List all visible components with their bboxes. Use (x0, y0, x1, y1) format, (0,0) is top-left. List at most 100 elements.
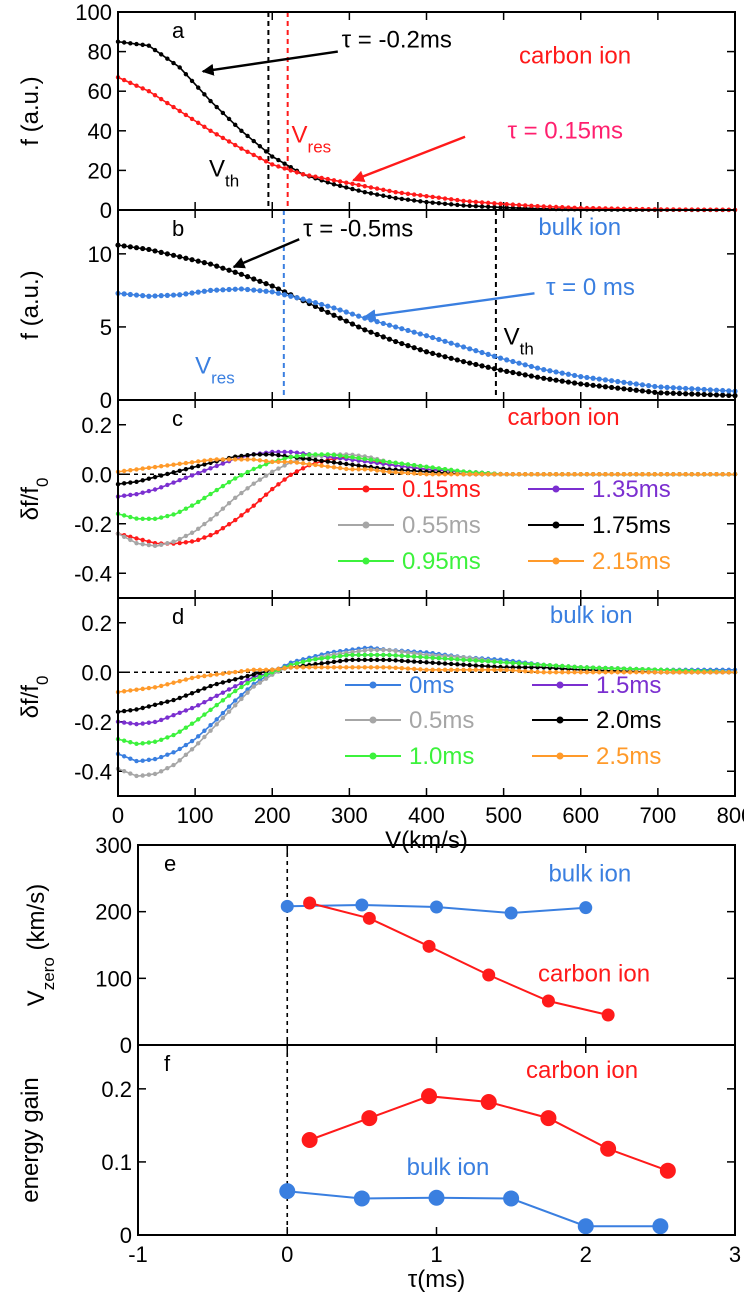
data-point (177, 65, 182, 70)
data-point (405, 654, 411, 659)
data-point (232, 286, 238, 292)
data-point (578, 381, 584, 387)
data-point (603, 670, 608, 675)
data-point (233, 684, 238, 689)
data-point (257, 452, 263, 457)
data-point (189, 503, 195, 508)
data-point (596, 376, 602, 382)
data-point (547, 663, 553, 668)
data-point (319, 306, 325, 312)
data-point (492, 667, 497, 672)
data-point (226, 670, 232, 676)
panel-label: a (172, 18, 185, 43)
data-point (251, 667, 256, 672)
data-point (121, 720, 127, 725)
data-point (171, 750, 176, 755)
data-point (381, 193, 386, 198)
data-point (152, 756, 158, 762)
data-point (288, 168, 293, 173)
data-point (202, 699, 207, 705)
data-point (226, 479, 232, 485)
data-point (634, 670, 639, 675)
data-point (189, 738, 195, 744)
data-point (158, 737, 164, 742)
data-point (405, 327, 411, 334)
data-point (140, 773, 145, 778)
data-point (713, 387, 720, 393)
data-point (121, 689, 127, 694)
data-point (196, 717, 201, 722)
x-axis-label: τ(ms) (408, 1266, 465, 1293)
data-point (121, 708, 127, 714)
data-point (362, 456, 367, 462)
data-point (233, 669, 238, 675)
data-point (460, 344, 467, 350)
data-point (183, 742, 189, 748)
data-point (202, 686, 207, 691)
data-point (627, 472, 633, 477)
data-point (436, 201, 442, 206)
data-point (362, 652, 367, 658)
data-point (196, 463, 201, 469)
data-point (467, 203, 472, 209)
data-point (121, 40, 127, 45)
data-point (276, 164, 281, 169)
data-point (442, 472, 448, 477)
data-point (565, 379, 572, 385)
data-point (165, 513, 170, 519)
legend-marker (556, 752, 564, 760)
data-point (362, 665, 367, 670)
data-point (134, 479, 139, 484)
data-point (165, 699, 170, 704)
data-point (189, 473, 195, 478)
data-point (183, 533, 189, 539)
data-point (251, 452, 256, 457)
data-point (467, 199, 472, 204)
data-point (220, 457, 226, 462)
data-point (239, 128, 244, 133)
data-point (226, 139, 232, 144)
data-point (516, 202, 522, 208)
data-point (177, 695, 182, 701)
data-point (479, 663, 485, 669)
data-point (368, 329, 374, 335)
data-point (134, 41, 139, 47)
y-tick-label: -0.2 (74, 512, 112, 537)
data-point (257, 477, 263, 482)
data-point (424, 660, 429, 665)
data-point (461, 203, 466, 208)
data-point (133, 245, 140, 251)
data-point (387, 647, 392, 653)
data-point (560, 205, 565, 210)
data-point (263, 281, 269, 287)
data-point (140, 42, 145, 48)
series-line (117, 76, 736, 211)
data-point (313, 662, 318, 667)
data-point (202, 734, 207, 740)
annotation: carbon ion (519, 42, 631, 69)
data-point (282, 459, 287, 465)
data-point (239, 692, 244, 698)
data-point (300, 461, 306, 466)
data-point (399, 653, 405, 659)
data-point (374, 647, 380, 653)
data-point (417, 331, 423, 337)
data-point (652, 670, 657, 675)
data-point (448, 661, 454, 667)
data-point (146, 516, 152, 521)
data-point (553, 670, 559, 675)
data-point (214, 722, 219, 727)
data-point (189, 721, 195, 726)
legend-label: 2.0ms (596, 707, 661, 734)
data-point (183, 693, 189, 698)
data-point (226, 286, 232, 293)
data-point (177, 746, 182, 752)
data-point (516, 360, 522, 366)
data-point (393, 338, 399, 345)
data-point (121, 768, 127, 774)
x-tick-label: 500 (485, 803, 522, 828)
annotation: τ = -0.2ms (342, 27, 452, 54)
x-tick-label: 300 (331, 803, 368, 828)
data-point (319, 301, 325, 308)
